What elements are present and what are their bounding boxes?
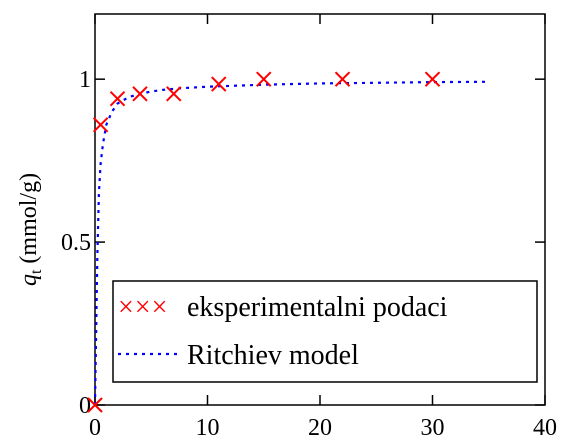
y-axis-label-symbol: q bbox=[16, 274, 42, 286]
y-axis-label-unit: (mmol/g) bbox=[16, 173, 42, 264]
plot-area: 0 10 20 30 40 00.51 bbox=[61, 13, 557, 441]
x-tick-label: 0 bbox=[89, 415, 101, 441]
legend-label-experimental: eksperimentalni podaci bbox=[187, 292, 448, 323]
data-point bbox=[424, 71, 441, 87]
y-tick-label: 1 bbox=[79, 67, 91, 93]
x-tick-label: 40 bbox=[533, 415, 557, 441]
x-axis: 0 10 20 30 40 bbox=[89, 14, 557, 441]
y-axis: 00.51 bbox=[61, 67, 545, 419]
x-tick-label: 30 bbox=[421, 415, 445, 441]
legend-label-model: Ritchiev model bbox=[187, 340, 359, 371]
data-point bbox=[132, 86, 148, 102]
y-axis-label: qt (mmol/g) bbox=[16, 173, 45, 286]
legend-item-model: Ritchiev model bbox=[118, 340, 359, 371]
y-axis-label-subscript: t bbox=[28, 269, 45, 274]
experimental-series-markers bbox=[87, 71, 441, 413]
data-point bbox=[211, 76, 227, 92]
data-point bbox=[92, 117, 109, 133]
legend-box bbox=[112, 280, 538, 383]
legend-symbol-experimental: ××× bbox=[118, 292, 168, 323]
x-tick-label: 20 bbox=[308, 415, 332, 441]
data-point bbox=[256, 71, 272, 87]
data-point bbox=[166, 86, 182, 102]
data-point bbox=[87, 397, 103, 413]
data-point bbox=[109, 91, 126, 107]
y-tick-label: 0 bbox=[79, 393, 91, 419]
y-tick-label: 0.5 bbox=[61, 230, 91, 256]
x-tick-label: 10 bbox=[196, 415, 220, 441]
data-point bbox=[334, 71, 351, 87]
legend: ××× eksperimentalni podaci Ritchiev mode… bbox=[112, 280, 538, 383]
legend-item-experimental: ××× eksperimentalni podaci bbox=[118, 292, 448, 323]
